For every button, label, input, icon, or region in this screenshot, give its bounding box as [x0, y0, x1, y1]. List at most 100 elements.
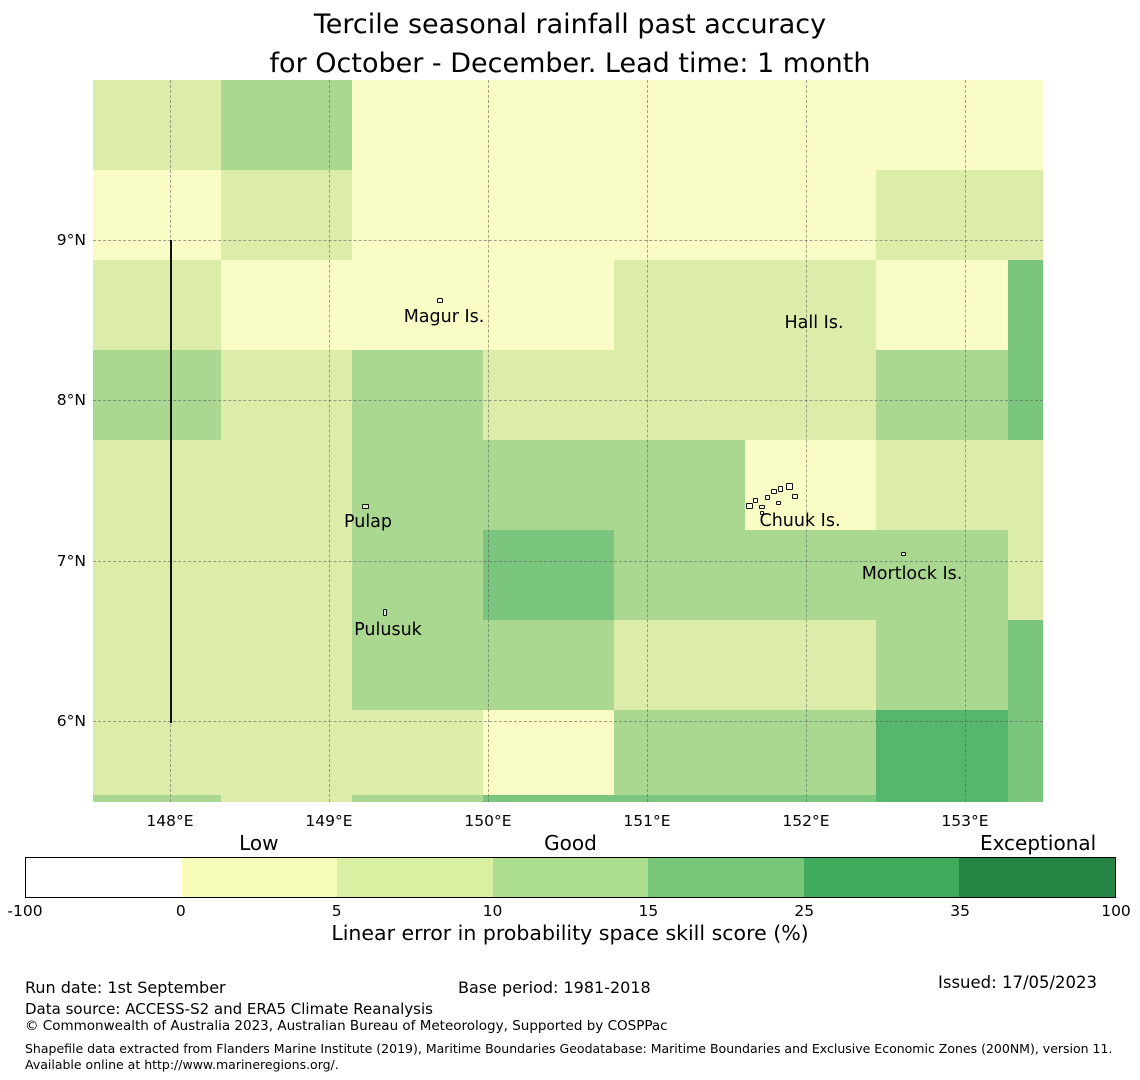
colorbar-tick-label: 10	[482, 902, 503, 920]
colorbar-segment	[26, 858, 182, 897]
grid-cell	[1008, 620, 1043, 710]
grid-cell	[352, 170, 483, 260]
colorbar-tick-label: 5	[331, 902, 342, 920]
y-tick-label: 8°N	[56, 391, 86, 409]
y-tick-label: 6°N	[56, 712, 86, 730]
grid-cell	[221, 170, 352, 260]
grid-cell	[1008, 170, 1043, 260]
grid-cell	[614, 350, 745, 440]
colorbar-segment	[959, 858, 1115, 897]
latitude-gridline	[93, 400, 1043, 401]
island-outline-icon	[771, 489, 777, 494]
colorbar-tick-label: -100	[7, 902, 43, 920]
grid-cell	[93, 710, 221, 795]
colorbar-tick-label: 35	[950, 902, 971, 920]
grid-cell	[352, 530, 483, 620]
colorbar-category-label: Good	[544, 831, 597, 855]
grid-cell	[1008, 350, 1043, 440]
grid-cell	[483, 80, 614, 170]
grid-cell	[745, 530, 876, 620]
island-outline-icon	[437, 298, 443, 303]
grid-cell	[352, 350, 483, 440]
grid-cell	[1008, 260, 1043, 350]
grid-cell	[876, 795, 1008, 802]
grid-cell	[352, 795, 483, 802]
grid-cell	[93, 530, 221, 620]
x-tick-label: 150°E	[464, 812, 512, 830]
colorbar-segment	[648, 858, 804, 897]
island-outline-icon	[759, 505, 765, 509]
grid-cell	[745, 80, 876, 170]
grid-cell	[352, 710, 483, 795]
grid-cell	[745, 795, 876, 802]
grid-cell	[614, 260, 745, 350]
colorbar-title: Linear error in probability space skill …	[331, 921, 809, 945]
footer-base-period: Base period: 1981-2018	[458, 978, 651, 997]
grid-cell	[352, 80, 483, 170]
grid-cell	[93, 80, 221, 170]
grid-cell	[745, 620, 876, 710]
x-tick-label: 152°E	[782, 812, 830, 830]
footer-issued: Issued: 17/05/2023	[938, 973, 1098, 992]
footer-run-date: Run date: 1st September	[25, 978, 226, 997]
grid-cell	[876, 440, 1008, 530]
latitude-gridline	[93, 240, 1043, 241]
grid-cell	[221, 440, 352, 530]
grid-cell	[483, 440, 614, 530]
grid-cell	[352, 620, 483, 710]
colorbar-tick-label: 15	[638, 902, 659, 920]
page-title-line1: Tercile seasonal rainfall past accuracy	[313, 9, 827, 40]
island-outline-icon	[765, 495, 770, 500]
footer-shapefile-note: Shapefile data extracted from Flanders M…	[25, 1041, 1113, 1072]
footer-data-source: Data source: ACCESS-S2 and ERA5 Climate …	[25, 1000, 433, 1018]
colorbar-segment	[181, 858, 338, 897]
island-outline-icon	[753, 498, 758, 503]
island-outline-icon	[786, 483, 793, 490]
grid-cell	[876, 170, 1008, 260]
eez-boundary-line	[170, 240, 172, 723]
longitude-gridline	[329, 80, 330, 802]
grid-cell	[483, 260, 614, 350]
page-title-line2: for October - December. Lead time: 1 mon…	[269, 48, 871, 79]
grid-cell	[876, 260, 1008, 350]
grid-cell	[93, 260, 221, 350]
grid-cell	[221, 795, 352, 802]
grid-cell	[1008, 80, 1043, 170]
colorbar-category-label: Exceptional	[979, 831, 1097, 855]
grid-cell	[483, 350, 614, 440]
x-tick-label: 149°E	[305, 812, 353, 830]
island-label: Chuuk Is.	[759, 511, 841, 531]
grid-cell	[221, 530, 352, 620]
grid-cell	[483, 795, 614, 802]
grid-cell	[745, 350, 876, 440]
island-outline-icon	[746, 503, 753, 509]
grid-cell	[93, 170, 221, 260]
grid-cell	[876, 350, 1008, 440]
x-tick-label: 148°E	[146, 812, 194, 830]
grid-cell	[93, 795, 221, 802]
island-label: Hall Is.	[784, 313, 844, 333]
colorbar-segment	[337, 858, 493, 897]
colorbar-category-label: Low	[239, 831, 279, 855]
island-outline-icon	[362, 504, 369, 509]
map-canvas: Magur Is. Hall Is. Pulap Chuuk Is. Pulusuk Mo…	[93, 80, 1043, 802]
grid-cell	[614, 530, 745, 620]
grid-cell	[93, 350, 221, 440]
grid-cell	[352, 260, 483, 350]
grid-cell	[1008, 530, 1043, 620]
island-label: Magur Is.	[403, 307, 485, 327]
grid-cell	[614, 80, 745, 170]
grid-cell	[614, 170, 745, 260]
grid-cell	[1008, 710, 1043, 795]
longitude-gridline	[806, 80, 807, 802]
grid-cell	[93, 440, 221, 530]
grid-cell	[614, 710, 745, 795]
grid-cell	[483, 710, 614, 795]
island-label: Mortlock Is.	[861, 564, 963, 584]
x-tick-label: 151°E	[623, 812, 671, 830]
grid-cell	[221, 80, 352, 170]
island-outline-icon	[760, 511, 764, 515]
y-tick-label: 9°N	[56, 231, 86, 249]
longitude-gridline	[488, 80, 489, 802]
